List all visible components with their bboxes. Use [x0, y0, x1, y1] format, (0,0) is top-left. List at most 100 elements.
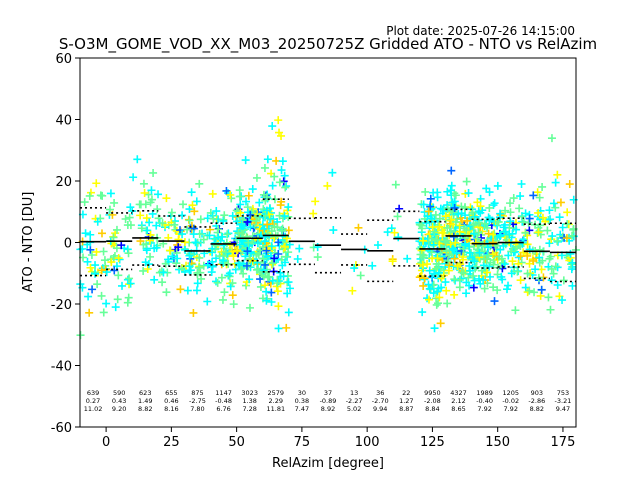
scatter-point — [149, 168, 158, 177]
scatter-point — [179, 200, 188, 209]
scatter-point — [546, 215, 555, 224]
scatter-point — [472, 262, 481, 271]
scatter-point — [81, 229, 90, 238]
scatter-point — [178, 230, 187, 239]
scatter-point — [568, 231, 577, 240]
scatter-point — [274, 250, 283, 259]
scatter-point — [429, 240, 438, 249]
scatter-point — [443, 205, 452, 214]
scatter-point — [170, 220, 179, 229]
scatter-point — [214, 225, 223, 234]
scatter-point — [242, 232, 251, 241]
scatter-point — [551, 178, 560, 187]
bin-count-label: 3023 — [241, 389, 258, 397]
scatter-point — [482, 268, 491, 277]
scatter-point — [323, 181, 332, 190]
bin-mean-label: 1.27 — [399, 397, 413, 405]
scatter-point — [533, 188, 542, 197]
scatter-point — [126, 221, 135, 230]
scatter-point — [534, 208, 543, 217]
bin-std-label: 7.80 — [190, 405, 204, 413]
scatter-point — [485, 203, 494, 212]
scatter-point — [209, 214, 218, 223]
bin-std-label: 8.82 — [530, 405, 544, 413]
scatter-point — [281, 252, 290, 261]
scatter-point — [263, 220, 272, 229]
scatter-point — [546, 252, 555, 261]
scatter-point — [224, 229, 233, 238]
scatter-point — [187, 188, 196, 197]
scatter-point — [139, 266, 148, 275]
scatter-point — [262, 296, 271, 305]
scatter-point — [208, 248, 217, 257]
y-axis-label: ATO - NTO [DU] — [21, 192, 36, 293]
scatter-point — [418, 260, 427, 269]
bin-std-label: 9.20 — [112, 405, 126, 413]
scatter-point — [267, 298, 276, 307]
scatter-point — [185, 262, 194, 271]
scatter-point — [535, 253, 544, 262]
scatter-point — [432, 264, 441, 273]
scatter-point — [523, 251, 532, 260]
scatter-point — [511, 306, 520, 315]
scatter-point — [191, 238, 200, 247]
scatter-point — [267, 227, 276, 236]
scatter-point — [551, 262, 560, 271]
scatter-point — [558, 223, 567, 232]
scatter-point — [255, 198, 264, 207]
scatter-point — [517, 180, 526, 189]
bin-mean-label: -2.75 — [189, 397, 206, 405]
scatter-point — [563, 208, 572, 217]
scatter-point — [124, 293, 133, 302]
scatter-point — [531, 265, 540, 274]
scatter-point — [212, 207, 221, 216]
scatter-point — [419, 236, 428, 245]
scatter-point — [159, 268, 168, 277]
scatter-point — [448, 244, 457, 253]
scatter-point — [448, 198, 457, 207]
scatter-point — [215, 252, 224, 261]
scatter-point — [188, 201, 197, 210]
scatter-point — [489, 201, 498, 210]
scatter-point — [85, 191, 94, 200]
scatter-point — [112, 244, 121, 253]
bin-mean-label: 0.38 — [295, 397, 309, 405]
scatter-point — [496, 245, 505, 254]
scatter-point — [496, 232, 505, 241]
scatter-point — [106, 189, 115, 198]
scatter-point — [455, 227, 464, 236]
scatter-point — [553, 170, 562, 179]
scatter-point — [190, 207, 199, 216]
scatter-point — [173, 254, 182, 263]
scatter-point — [199, 261, 208, 270]
scatter-point — [274, 116, 283, 125]
scatter-point — [521, 228, 530, 237]
scatter-point — [259, 254, 268, 263]
bin-mean-label: -2.27 — [346, 397, 363, 405]
scatter-point — [423, 294, 432, 303]
bin-std-label: 5.02 — [347, 405, 361, 413]
scatter-point — [553, 281, 562, 290]
scatter-point — [248, 204, 257, 213]
scatter-point — [451, 191, 460, 200]
scatter-point — [76, 331, 85, 340]
scatter-point — [493, 181, 502, 190]
scatter-point — [423, 212, 432, 221]
bin-std-label: 9.47 — [556, 405, 570, 413]
scatter-point — [445, 250, 454, 259]
x-tick-label: 75 — [294, 435, 311, 450]
bin-mean-label: 0.43 — [112, 397, 126, 405]
scatter-point — [146, 252, 155, 261]
scatter-point — [525, 214, 534, 223]
scatter-point — [494, 217, 503, 226]
scatter-point — [126, 279, 135, 288]
scatter-point — [428, 223, 437, 232]
scatter-point — [523, 269, 532, 278]
scatter-point — [229, 252, 238, 261]
scatter-point — [435, 293, 444, 302]
scatter-point — [221, 248, 230, 257]
scatter-point — [431, 210, 440, 219]
scatter-point — [268, 259, 277, 268]
scatter-point — [181, 245, 190, 254]
